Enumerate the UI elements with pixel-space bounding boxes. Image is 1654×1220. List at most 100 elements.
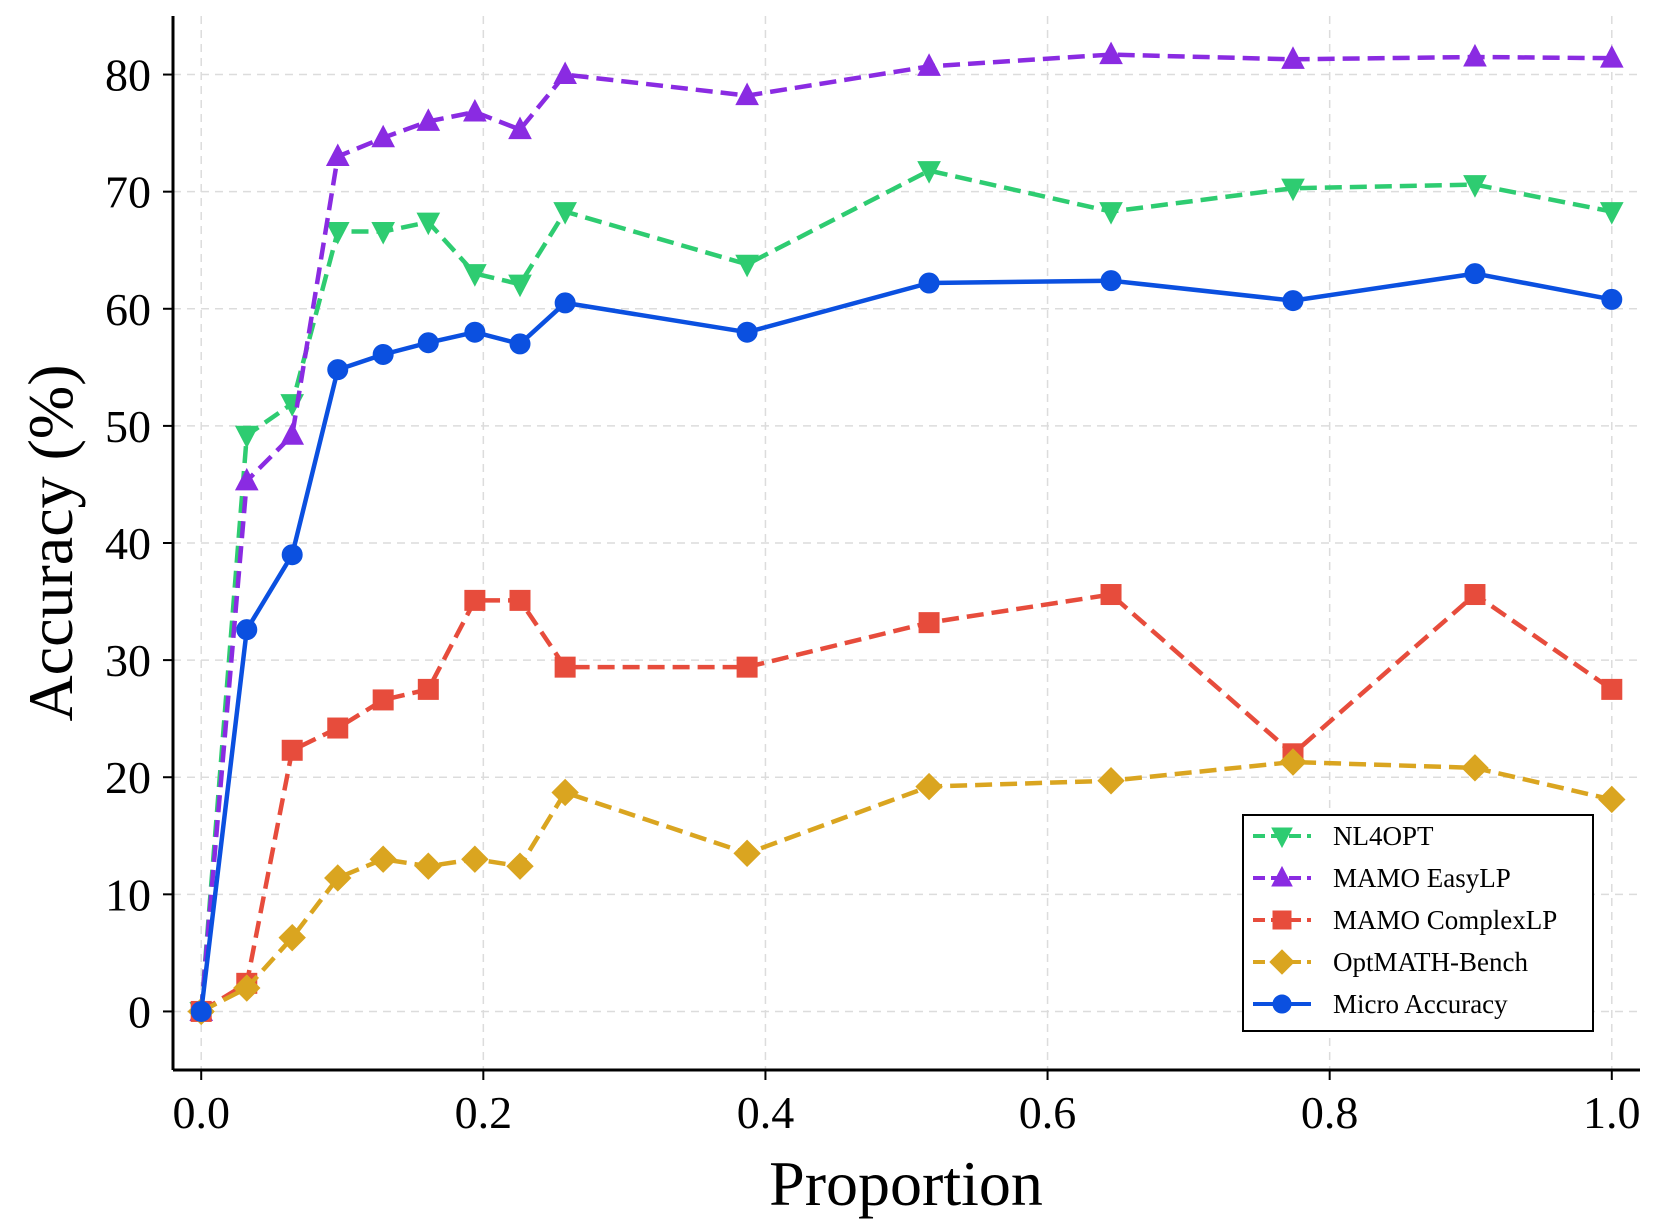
data-point-optmath-bench <box>551 778 579 807</box>
data-point-nl4opt <box>463 264 487 287</box>
y-tick-label: 60 <box>105 284 151 335</box>
data-point-nl4opt <box>1099 202 1123 225</box>
data-point-optmath-bench <box>506 852 534 880</box>
legend-marker <box>1269 949 1295 975</box>
x-axis-title: Proportion <box>769 1148 1043 1219</box>
y-tick-label: 30 <box>105 635 151 686</box>
legend-item-nl4opt: NL4OPT <box>1253 821 1434 851</box>
data-point-nl4opt <box>371 221 396 245</box>
data-point-micro-accuracy <box>417 332 439 354</box>
series-layer <box>187 41 1626 1026</box>
data-point-mamo-easylp <box>1099 41 1123 65</box>
data-point-mamo-complexlp <box>464 589 486 611</box>
series-line-nl4opt <box>198 168 1613 1012</box>
x-tick-label: 0.2 <box>455 1087 513 1138</box>
data-point-nl4opt <box>508 274 532 298</box>
legend-marker <box>1271 827 1293 849</box>
data-point-micro-accuracy <box>464 321 486 343</box>
series-optmath-bench <box>187 748 1626 1026</box>
data-point-mamo-easylp <box>1281 46 1305 69</box>
data-point-micro-accuracy <box>1282 290 1304 312</box>
data-point-mamo-easylp <box>553 61 577 85</box>
data-point-nl4opt <box>1281 178 1305 202</box>
data-point-optmath-bench <box>1097 767 1125 795</box>
legend-label: OptMATH-Bench <box>1333 947 1528 977</box>
legend-marker <box>1272 994 1292 1014</box>
legend: NL4OPT MAMO EasyLP MAMO ComplexLP OptMATH-B… <box>1242 814 1594 1032</box>
data-point-optmath-bench <box>324 864 352 892</box>
data-point-micro-accuracy <box>554 292 576 314</box>
data-point-mamo-complexlp <box>554 656 576 678</box>
data-point-nl4opt <box>416 212 441 236</box>
data-point-optmath-bench <box>1461 754 1489 782</box>
x-ticks: 0.0 0.2 0.4 0.6 0.8 1.0 <box>172 1070 1641 1138</box>
data-point-nl4opt <box>917 161 941 184</box>
data-point-micro-accuracy <box>918 272 940 294</box>
data-point-mamo-complexlp <box>509 589 531 611</box>
data-point-optmath-bench <box>1598 785 1626 814</box>
data-point-mamo-easylp <box>508 116 532 140</box>
data-point-nl4opt <box>553 202 577 225</box>
data-point-optmath-bench <box>278 923 306 952</box>
legend-box <box>1242 814 1594 1032</box>
y-tick-label: 20 <box>105 752 151 803</box>
series-mamo-complexlp <box>190 584 1623 1022</box>
data-point-mamo-complexlp <box>372 689 394 711</box>
data-point-nl4opt <box>735 254 759 278</box>
y-ticks: 0 10 20 30 40 50 60 70 80 <box>105 50 173 1037</box>
data-point-mamo-easylp <box>463 98 487 122</box>
data-point-micro-accuracy <box>1464 263 1486 285</box>
data-point-micro-accuracy <box>1601 288 1623 310</box>
data-point-nl4opt <box>1599 202 1624 225</box>
data-point-nl4opt <box>325 221 350 245</box>
x-tick-label: 0.6 <box>1019 1087 1077 1138</box>
y-tick-label: 70 <box>105 167 151 218</box>
data-point-micro-accuracy <box>190 1000 212 1022</box>
x-tick-label: 0.4 <box>737 1087 795 1138</box>
data-point-mamo-complexlp <box>736 656 758 678</box>
legend-item-mamo-complexlp: MAMO ComplexLP <box>1253 905 1557 935</box>
data-point-nl4opt <box>234 425 259 449</box>
data-point-mamo-complexlp <box>417 678 439 700</box>
data-point-mamo-easylp <box>917 53 941 76</box>
legend-item-optmath-bench: OptMATH-Bench <box>1253 947 1528 977</box>
y-tick-label: 80 <box>105 50 151 101</box>
legend-label: Micro Accuracy <box>1333 989 1508 1019</box>
data-point-optmath-bench <box>369 845 397 873</box>
y-tick-label: 50 <box>105 401 151 452</box>
data-point-mamo-complexlp <box>327 717 349 739</box>
data-point-micro-accuracy <box>736 321 758 343</box>
series-micro-accuracy <box>190 263 1623 1022</box>
data-point-mamo-complexlp <box>281 739 303 761</box>
data-point-micro-accuracy <box>509 333 531 355</box>
data-point-mamo-easylp <box>1599 45 1624 68</box>
data-point-micro-accuracy <box>281 544 303 566</box>
legend-item-mamo-easylp: MAMO EasyLP <box>1253 863 1511 893</box>
legend-label: NL4OPT <box>1333 821 1434 851</box>
data-point-micro-accuracy <box>236 619 258 641</box>
x-tick-label: 1.0 <box>1583 1087 1641 1138</box>
data-point-mamo-easylp <box>371 124 396 148</box>
data-point-mamo-easylp <box>325 143 350 167</box>
legend-item-micro-accuracy: Micro Accuracy <box>1253 989 1508 1019</box>
data-point-mamo-easylp <box>735 82 759 106</box>
data-point-micro-accuracy <box>327 359 349 381</box>
data-point-mamo-easylp <box>1463 43 1487 67</box>
legend-label: MAMO ComplexLP <box>1333 905 1557 935</box>
data-point-optmath-bench <box>414 852 443 880</box>
y-tick-label: 40 <box>105 518 151 569</box>
data-point-micro-accuracy <box>1100 270 1122 292</box>
data-point-mamo-easylp <box>234 467 259 491</box>
data-point-mamo-complexlp <box>918 612 940 634</box>
data-point-mamo-easylp <box>416 108 441 131</box>
x-tick-label: 0.0 <box>172 1087 230 1138</box>
data-point-optmath-bench <box>915 772 943 801</box>
data-point-mamo-complexlp <box>1100 584 1122 606</box>
data-point-optmath-bench <box>1279 748 1307 776</box>
y-axis-title: Accuracy (%) <box>15 364 86 721</box>
legend-marker <box>1272 910 1292 930</box>
data-point-mamo-easylp <box>280 422 305 445</box>
data-point-mamo-complexlp <box>1601 678 1623 700</box>
legend-marker <box>1271 865 1293 887</box>
